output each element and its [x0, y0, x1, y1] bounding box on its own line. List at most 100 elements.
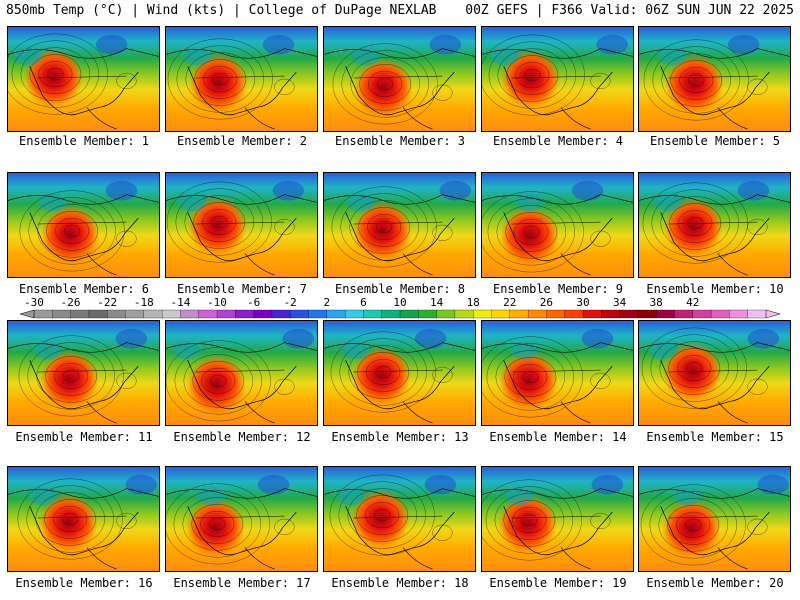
ensemble-map-panel: [638, 172, 791, 278]
colorbar-segment: [216, 309, 236, 319]
colorbar-tick-label: 6: [360, 296, 367, 309]
colorbar-tick-label: 34: [613, 296, 627, 309]
colorbar-segment: [180, 309, 200, 319]
colorbar-tick-label: -18: [134, 296, 154, 309]
ensemble-member-label: Ensemble Member: 18: [331, 576, 469, 590]
ensemble-map-panel: [638, 320, 791, 426]
colorbar-segment: [729, 309, 749, 319]
ensemble-map-panel: [638, 26, 791, 132]
ensemble-member-label: Ensemble Member: 5: [649, 134, 781, 148]
ensemble-member-label: Ensemble Member: 14: [489, 430, 627, 444]
colorbar-segment: [637, 309, 657, 319]
colorbar-segment: [619, 309, 639, 319]
ensemble-member-label: Ensemble Member: 16: [15, 576, 153, 590]
ensemble-member-label: Ensemble Member: 10: [646, 282, 784, 296]
colorbar-segment: [527, 309, 547, 319]
colorbar-tick-label: -10: [207, 296, 227, 309]
ensemble-map-panel: [165, 320, 318, 426]
ensemble-map-panel: [638, 466, 791, 572]
ensemble-map-panel: [323, 466, 476, 572]
colorbar-segment: [399, 309, 419, 319]
ensemble-map-panel: [481, 26, 634, 132]
colorbar-tick-label: 42: [686, 296, 699, 309]
ensemble-map-panel: [323, 320, 476, 426]
colorbar-tick-label: 26: [540, 296, 553, 309]
colorbar-segment: [546, 309, 566, 319]
colorbar-segment: [509, 309, 529, 319]
colorbar-tick-label: -30: [24, 296, 44, 309]
colorbar-segment: [418, 309, 438, 319]
colorbar-segment: [107, 309, 126, 319]
colorbar-segment: [253, 309, 273, 319]
ensemble-map-panel: [7, 320, 160, 426]
ensemble-member-label: Ensemble Member: 8: [334, 282, 466, 296]
colorbar-segment: [161, 309, 181, 319]
colorbar-segment: [326, 309, 346, 319]
ensemble-map-panel: [481, 466, 634, 572]
ensemble-map-panel: [7, 26, 160, 132]
colorbar-left-arrow: [19, 309, 35, 319]
ensemble-member-label: Ensemble Member: 4: [492, 134, 624, 148]
ensemble-member-label: Ensemble Member: 13: [331, 430, 469, 444]
colorbar-segment: [674, 309, 694, 319]
colorbar-segment: [143, 309, 163, 319]
colorbar-segment: [692, 309, 712, 319]
ensemble-member-label: Ensemble Member: 9: [492, 282, 624, 296]
ensemble-map-panel: [323, 26, 476, 132]
ensemble-member-label: Ensemble Member: 1: [18, 134, 150, 148]
colorbar-segment: [436, 309, 456, 319]
colorbar-segment: [344, 309, 364, 319]
ensemble-map-panel: [165, 26, 318, 132]
ensemble-map-panel: [481, 320, 634, 426]
ensemble-map-panel: [165, 172, 318, 278]
colorbar-tick-label: -26: [61, 296, 81, 309]
ensemble-map-panel: [7, 466, 160, 572]
colorbar-tick-label: -6: [247, 296, 260, 309]
colorbar-tick-label: 10: [393, 296, 406, 309]
colorbar-tick-label: 18: [467, 296, 480, 309]
ensemble-member-label: Ensemble Member: 17: [173, 576, 311, 590]
ensemble-member-label: Ensemble Member: 20: [646, 576, 784, 590]
colorbar-segment: [582, 309, 602, 319]
colorbar-tick-label: 38: [650, 296, 663, 309]
chart-title-left: 850mb Temp (°C) | Wind (kts) | College o…: [6, 3, 437, 18]
ensemble-member-label: Ensemble Member: 3: [334, 134, 466, 148]
colorbar-segment: [381, 309, 401, 319]
colorbar-segment: [454, 309, 474, 319]
chart-title-right: 00Z GEFS | F366 Valid: 06Z SUN JUN 22 20…: [465, 3, 794, 18]
colorbar-segment: [290, 309, 309, 319]
ensemble-member-label: Ensemble Member: 7: [176, 282, 308, 296]
colorbar-segment: [564, 309, 584, 319]
colorbar-segment: [656, 309, 675, 319]
colorbar-segment: [491, 309, 511, 319]
colorbar-tick-label: 22: [503, 296, 516, 309]
colorbar-tick-label: 14: [430, 296, 444, 309]
colorbar-segment: [52, 309, 72, 319]
colorbar-segment: [710, 309, 730, 319]
colorbar-tick-label: -14: [170, 296, 190, 309]
colorbar-segment: [235, 309, 255, 319]
ensemble-member-label: Ensemble Member: 19: [489, 576, 627, 590]
ensemble-map-panel: [165, 466, 318, 572]
ensemble-member-label: Ensemble Member: 11: [15, 430, 153, 444]
colorbar-segment: [271, 309, 291, 319]
ensemble-map-panel: [481, 172, 634, 278]
colorbar-right-arrow: [765, 309, 781, 319]
ensemble-map-panel: [7, 172, 160, 278]
colorbar-segment: [601, 309, 621, 319]
colorbar-tick-label: 2: [323, 296, 330, 309]
colorbar-segment: [747, 309, 767, 319]
colorbar-tick-label: -22: [97, 296, 117, 309]
colorbar-segment: [33, 309, 53, 319]
colorbar-segment: [363, 309, 383, 319]
colorbar-tick-label: 30: [576, 296, 589, 309]
ensemble-map-panel: [323, 172, 476, 278]
temperature-colorbar: -30 -26 -22 -18 -14 -10 -6 -2 2 6 10 14 18 22 26 30 34 38…: [19, 296, 781, 319]
ensemble-member-label: Ensemble Member: 15: [646, 430, 784, 444]
ensemble-member-label: Ensemble Member: 12: [173, 430, 311, 444]
colorbar-segment: [70, 309, 90, 319]
colorbar-tick-label: -2: [284, 296, 297, 309]
colorbar-segment: [198, 309, 218, 319]
colorbar-segment: [473, 309, 492, 319]
ensemble-member-label: Ensemble Member: 2: [176, 134, 308, 148]
